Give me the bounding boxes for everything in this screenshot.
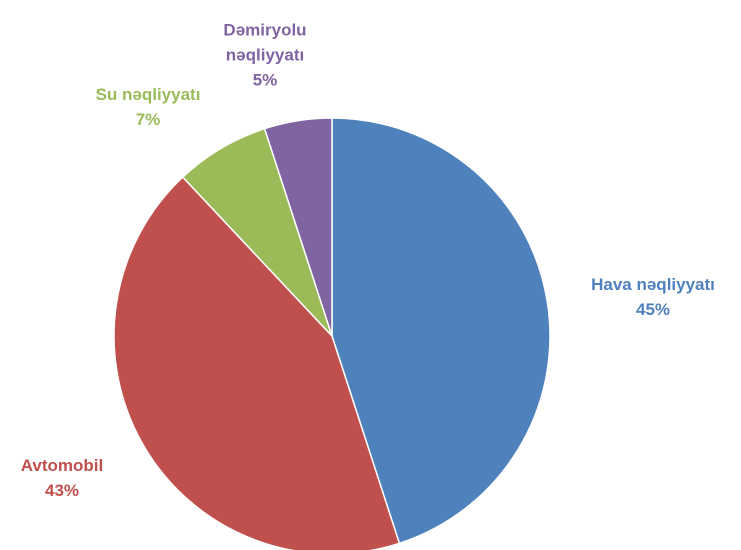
value-label: 7% — [135, 110, 161, 129]
data-label: Avtomobil 43% — [0, 453, 132, 503]
data-label: Hava nəqliyyatı 45% — [553, 272, 741, 322]
value-label: 45% — [635, 300, 671, 319]
data-label: Dəmiryolu nəqliyyatı 5% — [205, 18, 325, 93]
value-label: 5% — [252, 70, 278, 90]
data-label: Su nəqliyyatı 7% — [73, 82, 223, 132]
category-label: Su nəqliyyatı — [95, 85, 201, 104]
category-label: Hava nəqliyyatı — [591, 275, 715, 294]
value-label: 43% — [44, 481, 80, 500]
pie-slice — [263, 117, 333, 337]
category-label: Dəmiryolu nəqliyyatı — [223, 20, 307, 65]
pie-slice — [331, 117, 551, 545]
category-label: Avtomobil — [20, 456, 104, 475]
pie-slice — [113, 176, 401, 550]
